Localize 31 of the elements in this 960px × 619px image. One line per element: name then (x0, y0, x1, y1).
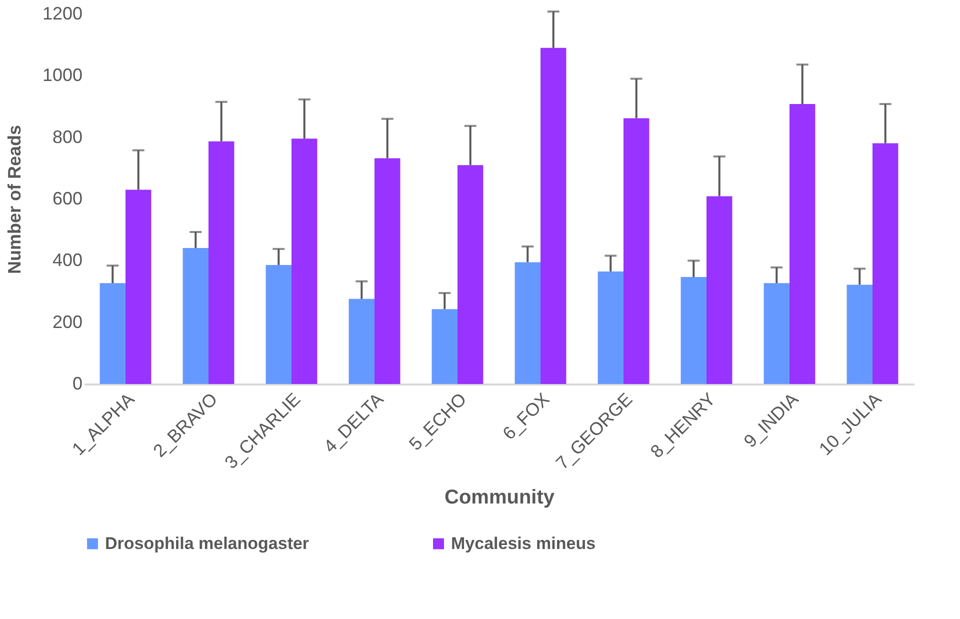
bar (846, 284, 872, 384)
bar (292, 138, 318, 384)
legend-label: Mycalesis mineus (451, 534, 596, 553)
bar (182, 248, 208, 384)
y-tick-label: 1000 (42, 65, 82, 86)
bar (266, 264, 292, 384)
legend-label: Drosophila melanogaster (105, 534, 310, 553)
bar (764, 283, 790, 384)
bar (706, 196, 732, 384)
y-tick-label: 600 (52, 188, 82, 208)
y-tick-label: 0 (72, 374, 82, 394)
y-tick-label: 1200 (42, 4, 82, 24)
y-axis-title: Number of Reads (4, 124, 24, 274)
bar (208, 141, 234, 384)
bar (100, 283, 126, 384)
y-tick-label: 400 (52, 250, 82, 270)
bar (374, 158, 400, 384)
bar (680, 277, 706, 384)
bar (126, 190, 152, 384)
bar (458, 165, 484, 384)
bar (348, 298, 374, 384)
bar (540, 48, 566, 384)
y-tick-label: 800 (52, 126, 82, 147)
bar (514, 262, 540, 384)
bar (790, 104, 816, 384)
y-tick-label: 200 (52, 312, 82, 332)
x-axis-title: Community (444, 486, 556, 508)
bar (598, 271, 624, 384)
bar (432, 309, 458, 384)
bar (872, 143, 898, 384)
bar (624, 118, 650, 384)
